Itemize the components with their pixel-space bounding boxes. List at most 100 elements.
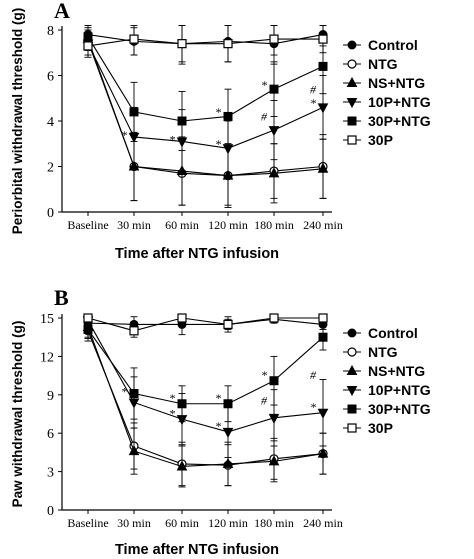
data-point	[222, 427, 234, 438]
data-point	[176, 460, 188, 471]
x-tick-label: 120 min	[208, 218, 248, 232]
legend-marker	[346, 76, 358, 87]
legend-label: 30P+NTG	[368, 401, 431, 417]
legend-item: NS+NTG	[343, 75, 425, 91]
x-tick-label: 60 min	[165, 516, 199, 530]
panel-label: B	[54, 285, 69, 310]
legend-label: 10P+NTG	[368, 382, 431, 398]
series-ntg	[83, 320, 328, 487]
legend-item: Control	[343, 325, 418, 341]
significance-marker: #	[310, 82, 317, 96]
legend-item: NTG	[343, 56, 398, 72]
legend-marker	[346, 386, 358, 397]
y-tick-label: 15	[40, 312, 54, 327]
series-line	[87, 330, 324, 466]
data-point	[223, 399, 233, 409]
x-tick-label: 180 min	[254, 218, 294, 232]
data-point	[128, 445, 140, 456]
y-tick-label: 6	[47, 427, 54, 442]
legend-marker	[347, 328, 357, 338]
series-line	[87, 36, 324, 122]
series-10p-ntg	[82, 31, 329, 177]
legend-marker	[347, 135, 357, 145]
legend-item: NTG	[343, 344, 398, 360]
series-line	[87, 318, 324, 325]
x-tick-label: 180 min	[254, 516, 294, 530]
legend-marker	[347, 404, 357, 414]
legend-marker	[347, 347, 357, 357]
legend-marker	[347, 40, 357, 50]
data-point	[223, 319, 233, 329]
data-point	[317, 408, 329, 419]
legend-label: NTG	[368, 56, 398, 72]
data-point	[318, 332, 328, 342]
significance-marker: *	[261, 78, 267, 92]
y-tick-label: 6	[47, 70, 54, 85]
significance-marker: *	[310, 96, 316, 110]
data-point	[83, 313, 93, 323]
chart-panel-b: B 0 3 6 9 12 15 Baseline 30 min 60 min 120 min 180 …	[10, 285, 431, 558]
data-point	[268, 167, 280, 178]
significance-marker: *	[169, 406, 175, 420]
data-point	[129, 326, 139, 336]
legend-marker	[347, 423, 357, 433]
data-point	[269, 84, 279, 94]
legend-marker	[346, 364, 358, 375]
legend: Control NTG NS+NTG 10P+NTG 30P+NTG 30P	[343, 325, 431, 436]
x-tick-label: 120 min	[208, 516, 248, 530]
x-tick-label: 240 min	[303, 218, 343, 232]
x-tick-label: 240 min	[303, 516, 343, 530]
significance-marker: #	[261, 393, 268, 407]
significance-marker: #	[261, 110, 268, 124]
series-line	[87, 38, 323, 47]
series-ns-ntg	[82, 29, 329, 208]
data-point	[268, 126, 280, 137]
series-line	[87, 326, 324, 468]
data-point	[269, 376, 279, 386]
legend-label: NS+NTG	[368, 75, 425, 91]
series-30p	[83, 25, 328, 63]
y-axis-label: Paw withdrawal threshold (g)	[10, 321, 25, 508]
legend-label: Control	[368, 325, 418, 341]
y-tick-label: 2	[47, 161, 54, 176]
legend-item: 10P+NTG	[343, 94, 431, 110]
x-tick-label: Baseline	[67, 218, 108, 232]
data-point	[268, 455, 280, 466]
legend-item: NS+NTG	[343, 363, 425, 379]
data-point	[177, 116, 187, 126]
significance-marker: *	[215, 391, 221, 405]
data-point	[318, 61, 328, 71]
series-line	[87, 320, 324, 433]
significance-marker: *	[310, 400, 316, 414]
legend-label: Control	[368, 37, 418, 53]
legend-item: 30P	[343, 132, 393, 148]
data-point	[318, 34, 328, 44]
series-30p	[83, 313, 328, 338]
significance-marker: *	[121, 128, 127, 142]
data-point	[268, 413, 280, 424]
data-point	[269, 313, 279, 323]
series-line	[87, 329, 324, 405]
significance-marker: *	[169, 391, 175, 405]
x-tick-label: 30 min	[117, 218, 151, 232]
legend-item: 30P+NTG	[343, 401, 431, 417]
data-point	[317, 162, 329, 173]
chart-panel-a: A 0 2 4 6 8 Baseline 30 min 60 min 120 min 180 min…	[10, 0, 431, 262]
legend-label: NTG	[368, 344, 398, 360]
data-point	[83, 41, 93, 51]
legend: Control NTG NS+NTG 10P+NTG 30P+NTG 30P	[343, 37, 431, 148]
series-line	[87, 43, 324, 149]
data-point	[222, 457, 234, 468]
legend-label: 30P	[368, 132, 393, 148]
data-point	[223, 111, 233, 121]
panel-label: A	[54, 0, 70, 23]
legend-label: 30P	[368, 420, 393, 436]
y-tick-label: 9	[47, 389, 54, 404]
y-tick-label: 4	[47, 115, 54, 130]
significance-marker: *	[215, 105, 221, 119]
series-line	[87, 317, 323, 332]
significance-marker: *	[215, 137, 221, 151]
legend-item: 30P	[343, 420, 393, 436]
legend-marker	[346, 98, 358, 109]
data-point	[177, 39, 187, 49]
